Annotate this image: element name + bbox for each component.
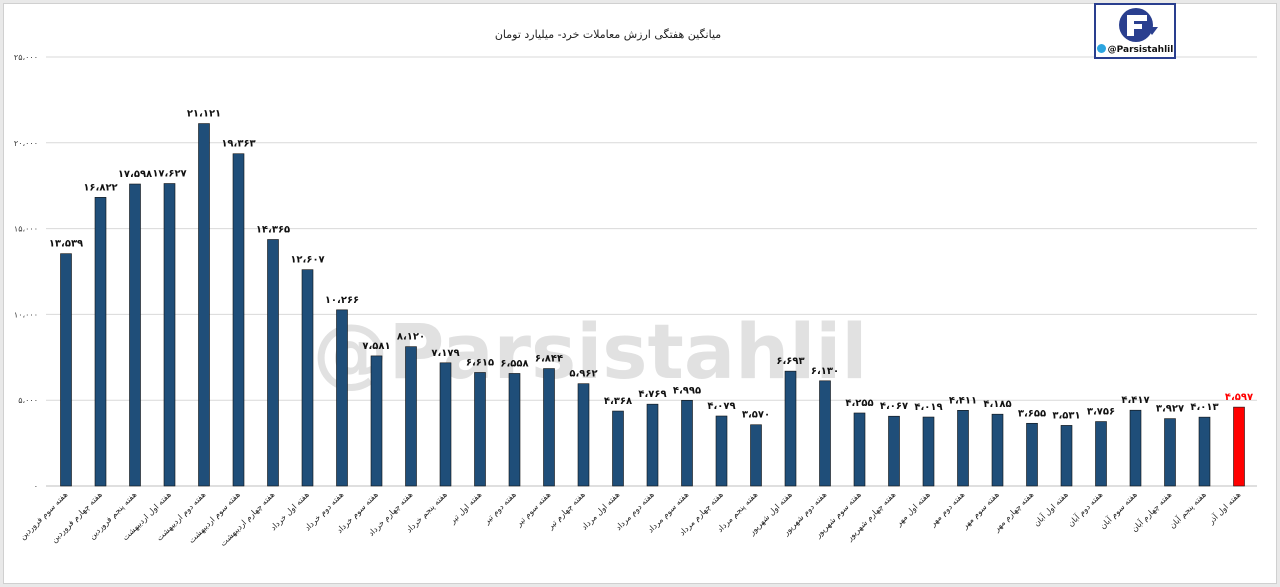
bar bbox=[888, 415, 900, 487]
data-label: ۷،۵۸۱ bbox=[362, 341, 390, 352]
data-label: ۶،۵۵۸ bbox=[500, 358, 528, 369]
data-label: ۶،۶۹۳ bbox=[776, 356, 804, 367]
y-tick-label: ۵،۰۰۰ bbox=[18, 396, 38, 405]
bar bbox=[370, 355, 383, 487]
x-tick-label: هفته دوم آبان bbox=[1065, 489, 1104, 528]
x-tick-label: هفته اول آبان bbox=[1031, 489, 1070, 528]
bar bbox=[750, 424, 762, 487]
data-label: ۴،۴۱۷ bbox=[1121, 395, 1149, 406]
data-label: ۲۱،۱۲۱ bbox=[187, 109, 221, 120]
chart-title: میانگین هفتگی ارزش معاملات خرد- میلیارد … bbox=[495, 28, 721, 41]
y-tick-label: ۱۰،۰۰۰ bbox=[14, 310, 38, 319]
data-label: ۴،۰۱۳ bbox=[1190, 402, 1218, 413]
data-label: ۱۴،۳۶۵ bbox=[256, 224, 290, 235]
data-label: ۴،۷۶۹ bbox=[638, 389, 666, 400]
bar bbox=[681, 399, 693, 487]
data-label: ۱۰،۲۶۶ bbox=[325, 295, 359, 306]
bar bbox=[129, 183, 141, 487]
data-label: ۳،۷۵۶ bbox=[1087, 407, 1115, 418]
y-axis-ticks: ۰ ۵،۰۰۰ ۱۰،۰۰۰ ۱۵،۰۰۰ ۲۰،۰۰۰ ۲۵،۰۰۰ bbox=[14, 53, 38, 491]
brand-handle: @Parsistahlil bbox=[1096, 44, 1174, 55]
x-tick-label: هفته پنجم آبان bbox=[1167, 489, 1208, 530]
data-label: ۴،۳۶۸ bbox=[604, 396, 632, 407]
data-label: ۴،۵۹۷ bbox=[1225, 392, 1253, 403]
bar bbox=[405, 346, 417, 487]
bar bbox=[1164, 418, 1176, 487]
data-label: ۴،۹۹۵ bbox=[673, 385, 701, 396]
y-tick-label: ۰ bbox=[34, 482, 38, 491]
data-label: ۳،۶۵۵ bbox=[1018, 408, 1046, 419]
data-label: ۴،۰۷۹ bbox=[707, 401, 735, 412]
bar bbox=[60, 253, 72, 487]
bar bbox=[198, 123, 210, 487]
bar bbox=[508, 373, 521, 487]
chart-frame bbox=[3, 3, 1277, 584]
data-label: ۸،۱۲۰ bbox=[397, 332, 425, 343]
bar bbox=[94, 197, 107, 487]
bar bbox=[1060, 425, 1073, 487]
data-label: ۱۹،۳۶۳ bbox=[221, 139, 255, 150]
data-label: ۴،۰۱۹ bbox=[914, 402, 942, 413]
bar bbox=[577, 383, 590, 487]
bar bbox=[1095, 421, 1107, 487]
bar bbox=[715, 415, 728, 487]
bar bbox=[232, 153, 245, 487]
bar bbox=[1026, 422, 1038, 487]
bar bbox=[646, 403, 659, 487]
data-label: ۱۶،۸۲۲ bbox=[83, 182, 117, 193]
brand-logo: @Parsistahlil bbox=[1094, 3, 1176, 59]
telegram-icon bbox=[1096, 44, 1106, 53]
watermark: @Parsistahlil bbox=[313, 307, 868, 396]
data-label: ۵،۹۶۲ bbox=[569, 369, 597, 380]
bar bbox=[784, 370, 797, 487]
data-label: ۶،۶۱۵ bbox=[466, 357, 494, 368]
gridlines bbox=[46, 56, 1257, 487]
data-label: ۶،۱۳۰ bbox=[811, 366, 839, 377]
x-tick-label: هفته اول تیر bbox=[447, 490, 483, 526]
data-label: ۴،۲۵۵ bbox=[845, 398, 873, 409]
x-tick-label: هفته اول آذر bbox=[1205, 489, 1242, 526]
bar bbox=[543, 368, 555, 487]
bar bbox=[1198, 416, 1211, 487]
data-label: ۴،۴۱۱ bbox=[949, 395, 977, 406]
bar bbox=[267, 239, 279, 487]
y-tick-label: ۲۵،۰۰۰ bbox=[14, 53, 38, 62]
bar bbox=[819, 380, 831, 487]
bar bbox=[1233, 406, 1245, 487]
bar bbox=[853, 412, 866, 487]
bar bbox=[1129, 409, 1142, 487]
data-label: ۱۲،۶۰۷ bbox=[290, 255, 324, 266]
x-tick-label: هفته دوم تیر bbox=[481, 490, 517, 526]
bar bbox=[439, 362, 452, 487]
bar bbox=[336, 309, 348, 487]
data-label: ۷،۱۷۹ bbox=[431, 348, 459, 359]
bar bbox=[922, 416, 935, 487]
data-label: ۱۷،۶۲۷ bbox=[152, 169, 186, 180]
data-label: ۴،۱۸۵ bbox=[983, 399, 1011, 410]
data-label: ۳،۵۷۰ bbox=[742, 410, 770, 421]
data-label: ۳،۵۳۱ bbox=[1052, 410, 1080, 421]
data-label: ۳،۹۲۷ bbox=[1156, 404, 1184, 415]
data-label: ۴،۰۶۷ bbox=[880, 401, 908, 412]
x-tick-label: هفته اول مهر bbox=[893, 490, 931, 528]
bars bbox=[60, 123, 1245, 487]
bar bbox=[991, 413, 1004, 487]
brand-logo-mark bbox=[1119, 8, 1158, 42]
bar bbox=[301, 269, 314, 487]
bar bbox=[612, 410, 624, 487]
data-label: ۶،۸۴۴ bbox=[535, 354, 563, 365]
data-label: ۱۳،۵۳۹ bbox=[49, 239, 83, 250]
bar bbox=[163, 183, 176, 487]
bar bbox=[474, 372, 486, 487]
y-tick-label: ۱۵،۰۰۰ bbox=[14, 225, 38, 234]
y-tick-label: ۲۰،۰۰۰ bbox=[14, 139, 38, 148]
data-label: ۱۷،۵۹۸ bbox=[118, 169, 152, 180]
bar bbox=[957, 410, 969, 487]
